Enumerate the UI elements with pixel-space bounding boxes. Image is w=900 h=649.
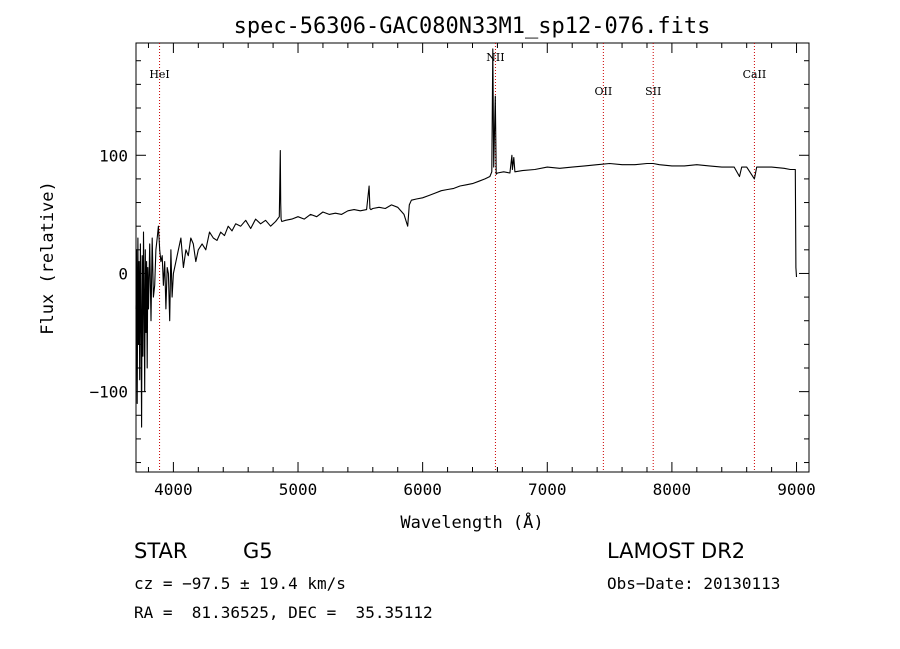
line-marker-label: NII [486, 51, 504, 64]
chart-title: spec-56306-GAC080N33M1_sp12-076.fits [234, 14, 711, 39]
x-axis-label: Wavelength (Å) [400, 511, 543, 533]
line-marker-label: HeI [149, 68, 169, 81]
spectral-line-markers: HeI NII OII SII CaII [149, 43, 766, 472]
x-tick-label: 6000 [403, 480, 442, 499]
plot-frame [135, 42, 810, 473]
x-tick-label: 7000 [528, 480, 567, 499]
x-tick-label: 5000 [279, 480, 318, 499]
survey-name: LAMOST DR2 [607, 539, 746, 563]
axis-ticks: 4000 5000 6000 7000 8000 9000 −100 0 100 [89, 43, 816, 499]
y-tick-label: 0 [118, 264, 128, 283]
spectrum-series [135, 48, 798, 428]
observation-date: Obs−Date: 20130113 [607, 574, 781, 593]
y-tick-label: −100 [89, 383, 128, 402]
coordinates-readout: RA = 81.36525, DEC = 35.35112 [134, 603, 433, 622]
y-axis-label: Flux (relative) [38, 181, 58, 335]
x-tick-label: 4000 [154, 480, 193, 499]
object-subclass: G5 [243, 539, 273, 563]
spectrum-line [135, 48, 798, 428]
line-marker-label: SII [645, 85, 661, 98]
x-tick-label: 9000 [777, 480, 816, 499]
x-tick-label: 8000 [653, 480, 692, 499]
line-marker-label: OII [595, 85, 613, 98]
line-marker-label: CaII [743, 68, 767, 81]
y-tick-label: 100 [99, 146, 128, 165]
object-class: STAR [134, 539, 188, 563]
redshift-readout: cz = −97.5 ± 19.4 km/s [134, 574, 346, 593]
